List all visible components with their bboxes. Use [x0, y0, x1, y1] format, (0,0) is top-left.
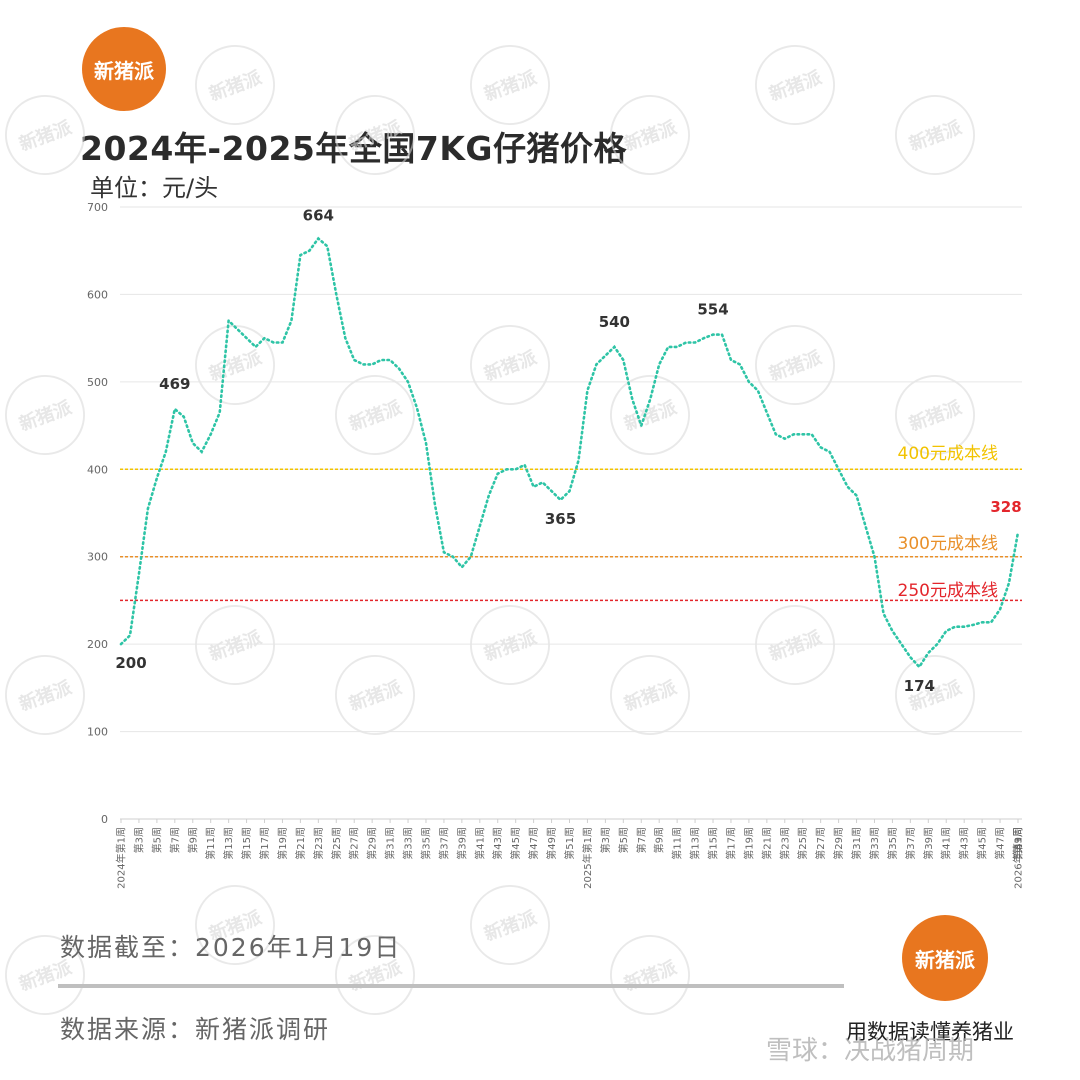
x-tick-label: 第17周: [724, 827, 737, 860]
brand-logo-bottom: 新猪派: [902, 915, 988, 1001]
data-source-note: 数据来源：新猪派调研: [60, 1015, 331, 1044]
x-tick-label: 第7周: [635, 827, 648, 853]
x-tick-label: 第23周: [312, 827, 325, 860]
x-tick-label: 第7周: [168, 827, 181, 853]
x-tick-label: 第17周: [258, 827, 271, 860]
x-tick-label: 第15周: [707, 827, 720, 860]
x-tick-label: 第3周: [599, 827, 612, 853]
y-tick-label: 300: [87, 551, 108, 564]
reference-label-400: 400元成本线: [898, 444, 998, 464]
reference-label-250: 250元成本线: [898, 581, 998, 601]
y-tick-label: 700: [87, 201, 108, 214]
x-tick-label: 第21周: [760, 827, 773, 860]
x-tick-label: 第27周: [348, 827, 361, 860]
x-tick-label: 2025年第1周: [581, 827, 594, 889]
data-label: 365: [545, 510, 576, 528]
x-tick-label: 第51周: [1012, 827, 1025, 860]
x-tick-label: 第35周: [886, 827, 899, 860]
x-tick-label: 第41周: [940, 827, 953, 860]
x-tick-label: 第49周: [1012, 827, 1025, 860]
page-title: 2024年-2025年全国7KG仔猪价格: [80, 129, 628, 168]
x-tick-label: 第43周: [491, 827, 504, 860]
x-tick-label: 第11周: [204, 827, 217, 860]
x-tick-label: 第13周: [689, 827, 702, 860]
y-tick-label: 600: [87, 288, 108, 301]
x-tick-label: 第5周: [617, 827, 630, 853]
y-tick-label: 100: [87, 726, 108, 739]
x-tick-label: 第5周: [150, 827, 163, 853]
x-tick-label: 第33周: [402, 827, 415, 860]
brand-slogan: 用数据读懂养猪业: [846, 1020, 1014, 1044]
x-tick-label: 第23周: [778, 827, 791, 860]
x-tick-label: 第21周: [294, 827, 307, 860]
x-tick-label: 2024年第1周: [115, 827, 128, 889]
unit-label: 单位：元/头: [90, 174, 219, 202]
x-tick-label: 第33周: [868, 827, 881, 860]
x-tick-label: 第43周: [958, 827, 971, 860]
brand-logo: 新猪派: [82, 27, 166, 111]
x-tick-label: 第15周: [240, 827, 253, 860]
x-tick-label: 第19周: [742, 827, 755, 860]
platform-watermark: 雪球：决战猪周期: [766, 1036, 975, 1066]
x-tick-label: 第49周: [545, 827, 558, 860]
data-label: 540: [599, 313, 630, 331]
x-tick-label: 第13周: [222, 827, 235, 860]
data-label: 554: [697, 301, 728, 319]
x-tick-label: 第9周: [653, 827, 666, 853]
x-tick-label: 第9周: [186, 827, 199, 853]
data-label: 200: [115, 654, 146, 672]
x-tick-label: 第3周: [132, 827, 145, 853]
x-tick-label: 第37周: [437, 827, 450, 860]
x-tick-label: 第51周: [563, 827, 576, 860]
x-tick-label: 2026年第1周: [1012, 827, 1025, 889]
x-tick-label: 第39周: [922, 827, 935, 860]
x-tick-label: 第29周: [366, 827, 379, 860]
x-tick-label: 第47周: [527, 827, 540, 860]
footer-divider: [58, 984, 844, 988]
data-label: 174: [904, 677, 935, 695]
x-tick-label: 第27周: [814, 827, 827, 860]
x-tick-label: 第25周: [796, 827, 809, 860]
x-tick-label: 第11周: [671, 827, 684, 860]
y-tick-label: 400: [87, 463, 108, 476]
x-tick-label: 第39周: [455, 827, 468, 860]
x-tick-label: 第31周: [384, 827, 397, 860]
data-label: 328: [990, 498, 1021, 516]
x-tick-label: 第45周: [509, 827, 522, 860]
x-tick-label: 第47周: [994, 827, 1007, 860]
x-tick-label: 第19周: [276, 827, 289, 860]
x-tick-label: 第35周: [419, 827, 432, 860]
x-tick-label: 第41周: [473, 827, 486, 860]
x-tick-label: 第45周: [976, 827, 989, 860]
x-tick-label: 第31周: [850, 827, 863, 860]
x-tick-label: 第25周: [330, 827, 343, 860]
data-date-note: 数据截至：2026年1月19日: [60, 933, 402, 962]
x-tick-label: 第29周: [832, 827, 845, 860]
data-label: 664: [303, 206, 334, 224]
x-tick-label: 第3周: [1012, 827, 1025, 853]
reference-label-300: 300元成本线: [898, 534, 998, 554]
series-line: [119, 236, 1020, 670]
data-label: 469: [159, 375, 190, 393]
x-tick-label: 第37周: [904, 827, 917, 860]
y-tick-label: 0: [101, 813, 108, 826]
y-tick-label: 200: [87, 638, 108, 651]
y-tick-label: 500: [87, 376, 108, 389]
